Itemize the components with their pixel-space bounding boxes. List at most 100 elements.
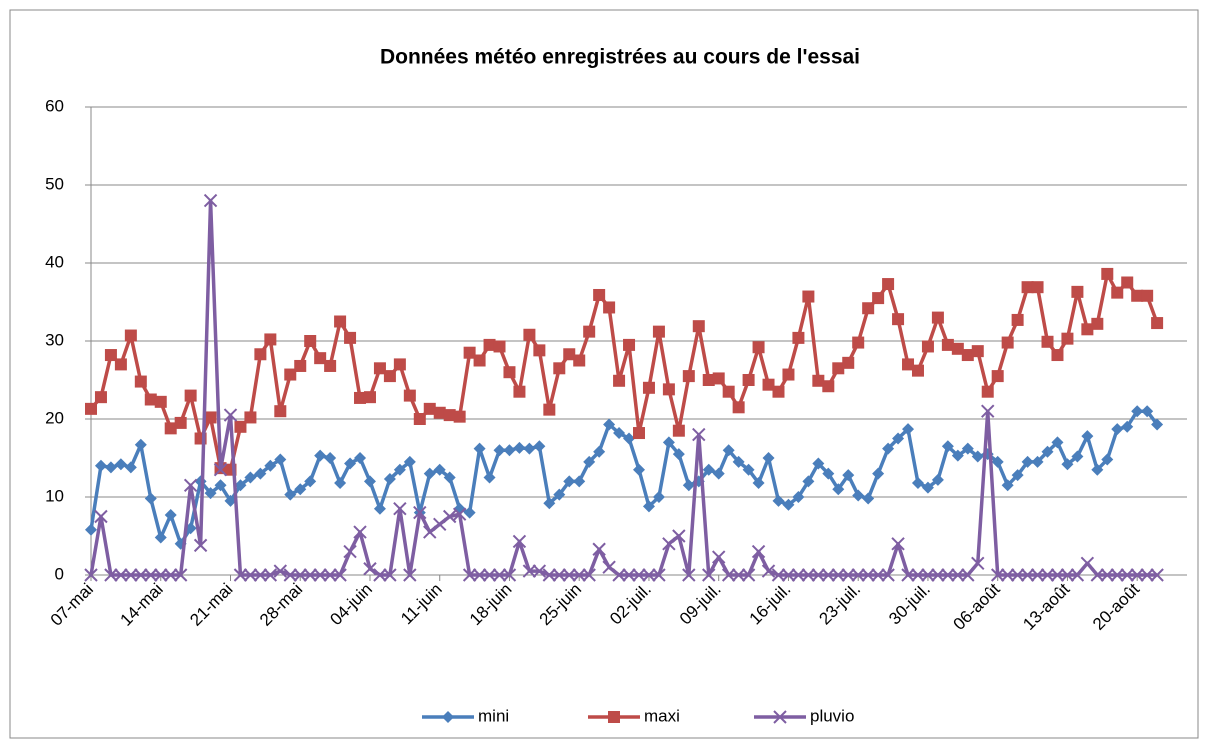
point [882, 442, 895, 455]
point [822, 380, 835, 393]
point [393, 501, 407, 516]
point [812, 457, 825, 470]
point [702, 463, 715, 476]
point [991, 455, 1004, 468]
point [523, 328, 536, 341]
point [682, 568, 696, 582]
point [183, 478, 198, 493]
point [1021, 281, 1034, 294]
point [762, 452, 775, 464]
point [523, 442, 536, 455]
point [593, 288, 606, 301]
point [85, 402, 97, 415]
point [812, 374, 825, 387]
point [582, 568, 596, 582]
point [452, 507, 467, 521]
point [543, 403, 556, 416]
point [842, 356, 855, 369]
point [961, 349, 974, 362]
point [613, 427, 626, 440]
point [702, 374, 715, 386]
point [990, 568, 1005, 582]
point [294, 483, 307, 496]
point [443, 471, 456, 484]
point [363, 475, 376, 488]
point [1050, 568, 1065, 582]
point [623, 338, 636, 351]
point [981, 385, 994, 398]
point [633, 463, 645, 476]
point [303, 568, 317, 582]
point [144, 393, 157, 406]
point [751, 544, 766, 559]
point [344, 331, 357, 344]
point [662, 436, 675, 449]
point [881, 568, 895, 582]
point [244, 411, 257, 424]
point [253, 568, 268, 582]
point [1000, 568, 1015, 582]
point [761, 564, 776, 578]
point [463, 346, 476, 359]
point [791, 568, 806, 582]
point [354, 391, 367, 404]
point [304, 335, 317, 347]
point [423, 402, 436, 415]
point [294, 359, 307, 372]
point [1091, 463, 1104, 476]
point [702, 568, 716, 582]
point [344, 457, 357, 470]
point [573, 475, 586, 488]
point [114, 568, 128, 582]
point [373, 502, 386, 515]
point [802, 290, 815, 303]
point [882, 278, 895, 291]
point [203, 193, 218, 208]
point [1051, 349, 1064, 362]
point [334, 315, 347, 328]
point [851, 568, 865, 582]
point [204, 411, 217, 424]
y-tick-label: 50 [45, 174, 64, 193]
point [552, 568, 566, 582]
point [193, 538, 208, 553]
point [1151, 317, 1164, 330]
point [771, 568, 786, 582]
point [642, 568, 656, 582]
point [522, 564, 537, 578]
point [1031, 455, 1044, 468]
point [333, 568, 347, 582]
point [1121, 276, 1134, 289]
point [1091, 317, 1104, 330]
point [583, 325, 596, 338]
point [254, 467, 267, 480]
point [583, 455, 596, 468]
point [324, 452, 337, 464]
point [612, 568, 626, 582]
point [363, 391, 376, 404]
point [811, 568, 826, 582]
point [214, 479, 227, 492]
point [233, 568, 248, 582]
point [991, 370, 1004, 383]
point [652, 568, 666, 582]
point [94, 459, 107, 472]
point [1150, 568, 1164, 582]
point [1080, 556, 1095, 571]
point [652, 491, 665, 503]
point [154, 531, 167, 544]
point [492, 568, 507, 582]
point [174, 416, 187, 429]
point [951, 342, 964, 355]
point [502, 568, 517, 582]
point [632, 568, 646, 582]
point [263, 568, 278, 582]
point [872, 467, 885, 480]
point [801, 568, 816, 582]
point [1061, 332, 1074, 345]
point [742, 374, 755, 386]
point [712, 372, 725, 385]
y-tick-label: 0 [55, 564, 64, 583]
point [164, 568, 178, 582]
